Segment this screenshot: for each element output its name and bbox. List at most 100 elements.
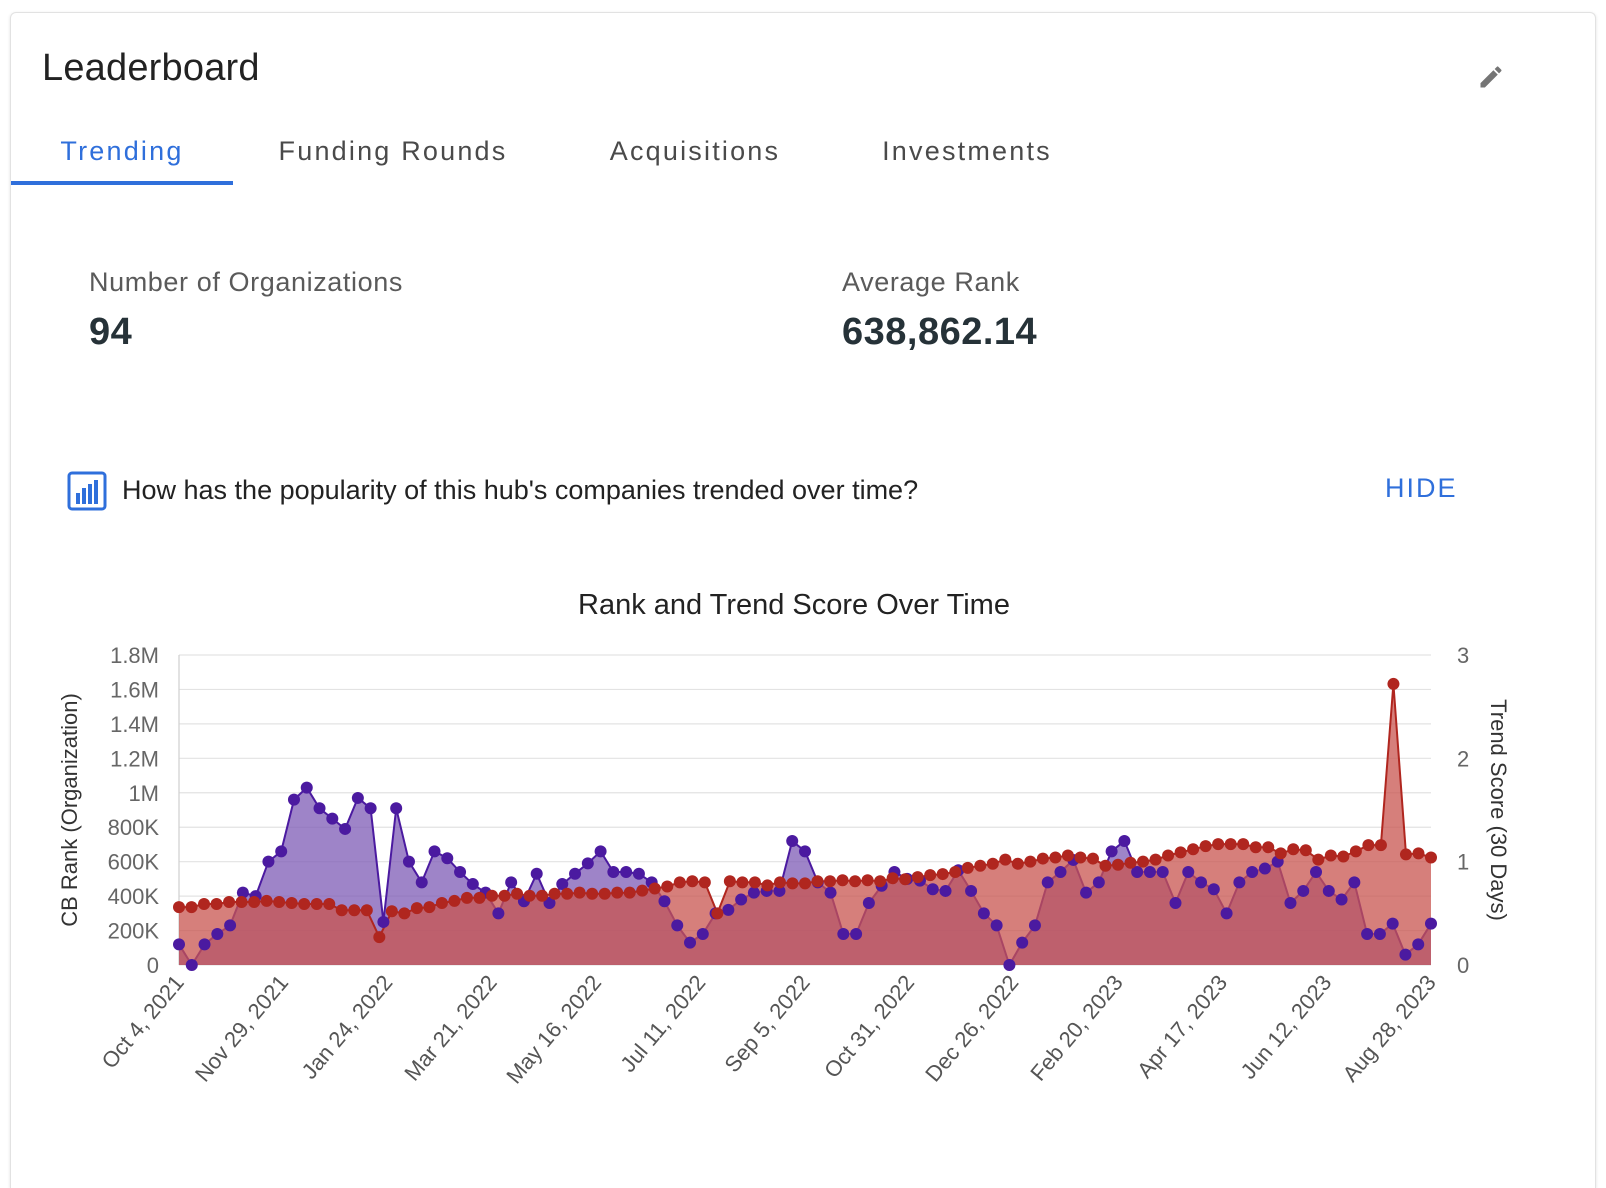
rank-point[interactable] (581, 857, 594, 870)
trend-point[interactable] (1262, 841, 1275, 854)
trend-point[interactable] (949, 866, 962, 878)
rank-point[interactable] (262, 855, 275, 868)
trend-point[interactable] (924, 869, 937, 882)
trend-point[interactable] (310, 898, 323, 911)
trend-point[interactable] (748, 876, 761, 889)
rank-point[interactable] (377, 915, 390, 928)
trend-point[interactable] (1324, 849, 1337, 862)
trend-point[interactable] (398, 907, 411, 920)
trend-point[interactable] (1036, 852, 1049, 865)
trend-point[interactable] (999, 853, 1012, 866)
tab-acquisitions[interactable]: Acquisitions (609, 136, 781, 166)
rank-point[interactable] (684, 936, 697, 949)
trend-point[interactable] (298, 898, 311, 911)
rank-point[interactable] (390, 802, 403, 815)
rank-point[interactable] (428, 845, 441, 858)
trend-point[interactable] (548, 887, 561, 900)
rank-point[interactable] (990, 919, 1003, 932)
rank-point[interactable] (1092, 876, 1105, 889)
trend-point[interactable] (1274, 847, 1287, 860)
rank-point[interactable] (313, 802, 326, 815)
trend-point[interactable] (836, 874, 849, 887)
trend-point[interactable] (498, 889, 511, 902)
rank-point[interactable] (1016, 936, 1029, 949)
trend-point[interactable] (1099, 859, 1112, 872)
rank-point[interactable] (1297, 884, 1310, 897)
rank-point[interactable] (1169, 897, 1182, 909)
rank-point[interactable] (965, 884, 978, 897)
trend-point[interactable] (210, 898, 223, 911)
trend-point[interactable] (435, 897, 448, 909)
trend-point[interactable] (799, 877, 811, 890)
trend-point[interactable] (611, 886, 624, 899)
trend-point[interactable] (373, 931, 386, 944)
trend-point[interactable] (198, 898, 211, 911)
trend-point[interactable] (686, 875, 699, 888)
tab-funding-rounds[interactable]: Funding Rounds (278, 136, 508, 166)
trend-point[interactable] (1074, 851, 1087, 864)
trend-point[interactable] (586, 887, 599, 900)
trend-point[interactable] (1187, 843, 1200, 856)
trend-point[interactable] (698, 876, 711, 889)
trend-point[interactable] (1162, 849, 1175, 862)
rank-point[interactable] (1143, 866, 1156, 878)
trend-point[interactable] (323, 898, 336, 911)
rank-point[interactable] (185, 959, 198, 971)
rank-point[interactable] (722, 903, 735, 916)
rank-point[interactable] (939, 884, 952, 897)
rank-point[interactable] (1246, 866, 1259, 878)
trend-point[interactable] (1137, 855, 1150, 868)
trend-point[interactable] (761, 879, 774, 892)
rank-point[interactable] (505, 876, 518, 889)
hide-chart-button[interactable]: HIDE (1385, 473, 1458, 503)
rank-point[interactable] (543, 897, 556, 909)
trend-point[interactable] (573, 886, 586, 899)
trend-point[interactable] (711, 907, 724, 920)
trend-point[interactable] (523, 889, 536, 902)
trend-point[interactable] (185, 901, 198, 914)
rank-point[interactable] (173, 938, 185, 951)
rank-point[interactable] (415, 876, 428, 889)
trend-point[interactable] (1399, 848, 1412, 861)
trend-point[interactable] (385, 905, 398, 918)
rank-point[interactable] (850, 928, 863, 940)
trend-point[interactable] (974, 859, 987, 872)
trend-point[interactable] (1149, 853, 1162, 866)
rank-point[interactable] (1425, 917, 1437, 930)
trend-point[interactable] (1124, 856, 1137, 869)
rank-point[interactable] (1348, 876, 1361, 889)
trend-point[interactable] (248, 895, 261, 908)
trend-point[interactable] (561, 887, 574, 900)
trend-point[interactable] (1362, 839, 1375, 852)
trend-point[interactable] (448, 894, 461, 907)
rank-point[interactable] (799, 845, 811, 858)
trend-point[interactable] (348, 904, 361, 917)
rank-point[interactable] (671, 919, 684, 932)
rank-point[interactable] (466, 878, 479, 891)
trend-point[interactable] (636, 884, 649, 897)
rank-point[interactable] (1310, 866, 1323, 878)
trend-point[interactable] (886, 872, 899, 885)
rank-point[interactable] (351, 791, 364, 804)
trend-point[interactable] (936, 868, 949, 881)
tab-trending[interactable]: Trending (60, 136, 184, 166)
trend-point[interactable] (360, 904, 373, 917)
trend-point[interactable] (824, 875, 837, 888)
rank-point[interactable] (211, 928, 224, 940)
rank-point[interactable] (735, 893, 748, 906)
rank-point[interactable] (837, 928, 850, 940)
trend-point[interactable] (1049, 851, 1062, 864)
rank-point[interactable] (1399, 948, 1412, 961)
rank-point[interactable] (607, 866, 620, 878)
rank-point[interactable] (1028, 919, 1041, 932)
rank-point[interactable] (977, 907, 990, 920)
trend-point[interactable] (1024, 855, 1037, 868)
trend-point[interactable] (223, 895, 236, 908)
trend-point[interactable] (1374, 839, 1387, 852)
trend-point[interactable] (648, 882, 661, 895)
trend-point[interactable] (273, 895, 286, 908)
trend-point[interactable] (786, 877, 799, 890)
trend-point[interactable] (874, 875, 887, 888)
trend-point[interactable] (598, 887, 611, 900)
trend-point[interactable] (1337, 850, 1350, 863)
